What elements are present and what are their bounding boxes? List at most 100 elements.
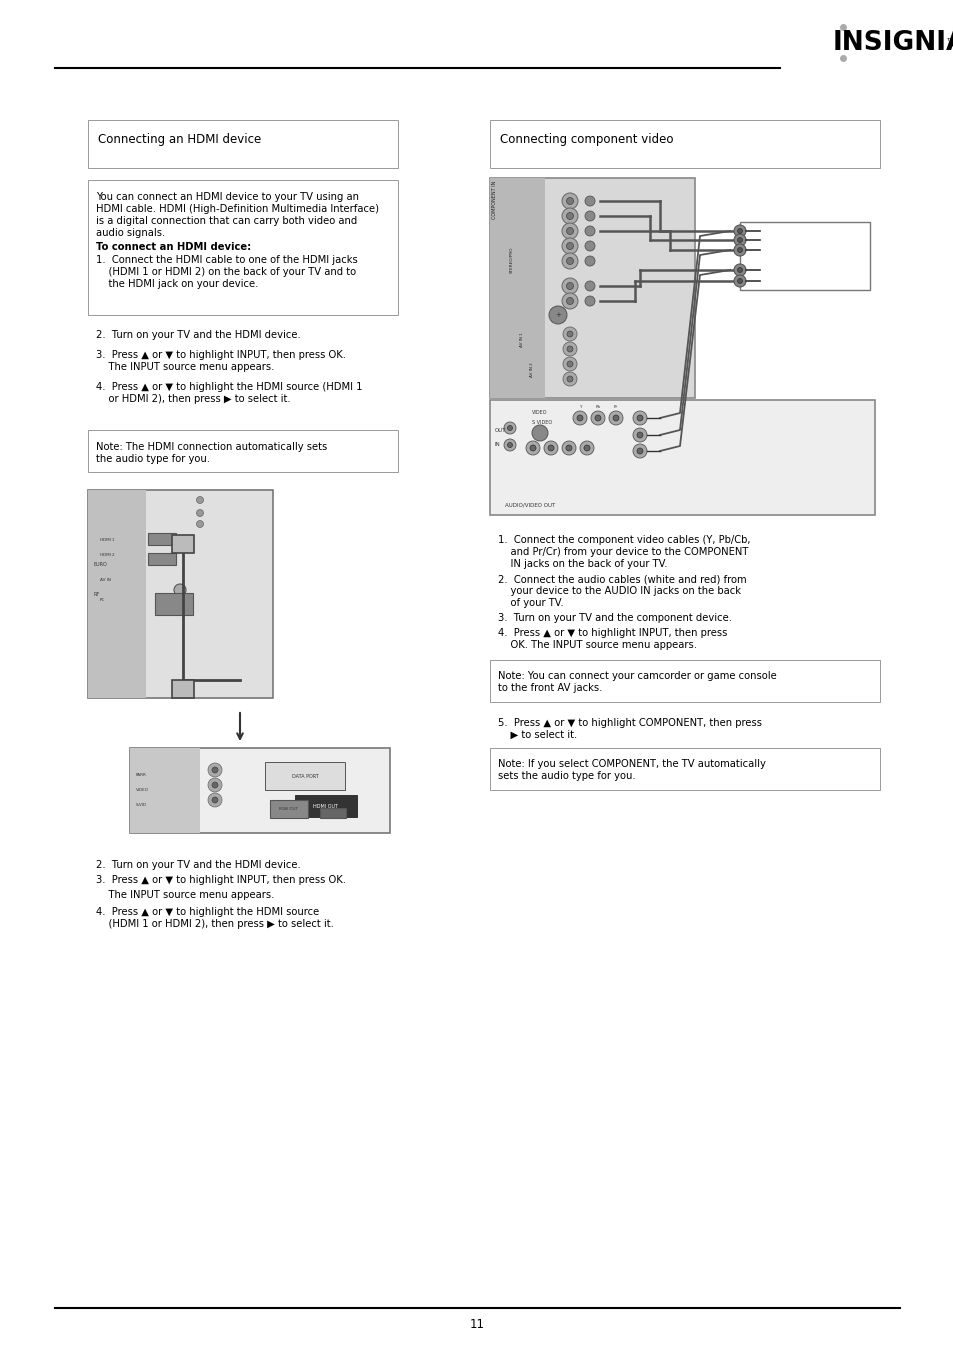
Circle shape: [637, 449, 642, 454]
Circle shape: [566, 361, 573, 367]
Text: (HDMI 1 or HDMI 2) on the back of your TV and to: (HDMI 1 or HDMI 2) on the back of your T…: [96, 267, 355, 277]
Text: and Pr/Cr) from your device to the COMPONENT: and Pr/Cr) from your device to the COMPO…: [497, 547, 747, 557]
Bar: [319, 808, 346, 817]
Text: 4.  Press ▲ or ▼ to highlight the HDMI source (HDMI 1: 4. Press ▲ or ▼ to highlight the HDMI so…: [96, 382, 362, 392]
Bar: [490, 120, 879, 168]
Text: Note: The HDMI connection automatically sets: Note: The HDMI connection automatically …: [96, 442, 327, 453]
Circle shape: [566, 197, 573, 204]
Circle shape: [208, 793, 222, 807]
Circle shape: [633, 411, 646, 426]
Circle shape: [566, 346, 573, 353]
Text: ™: ™: [945, 36, 953, 46]
Circle shape: [212, 797, 218, 802]
Bar: [270, 800, 308, 817]
Circle shape: [579, 440, 594, 455]
Circle shape: [566, 212, 573, 219]
Text: Connecting component video: Connecting component video: [499, 132, 673, 146]
Bar: [148, 553, 175, 565]
Circle shape: [608, 411, 622, 426]
Bar: [490, 400, 874, 515]
Text: sets the audio type for you.: sets the audio type for you.: [497, 771, 635, 781]
Text: 3.  Turn on your TV and the component device.: 3. Turn on your TV and the component dev…: [497, 613, 731, 623]
Circle shape: [503, 422, 516, 434]
Text: IN jacks on the back of your TV.: IN jacks on the back of your TV.: [497, 559, 667, 569]
Text: Pr: Pr: [614, 405, 618, 409]
Circle shape: [566, 227, 573, 235]
Bar: [490, 178, 695, 399]
Text: VIDEO: VIDEO: [136, 788, 149, 792]
Circle shape: [737, 238, 741, 242]
Circle shape: [566, 297, 573, 304]
Circle shape: [737, 267, 741, 273]
Circle shape: [637, 415, 642, 422]
Circle shape: [584, 196, 595, 205]
Text: is a digital connection that can carry both video and: is a digital connection that can carry b…: [96, 216, 356, 226]
Bar: [88, 490, 273, 698]
Text: Note: You can connect your camcorder or game console: Note: You can connect your camcorder or …: [497, 671, 776, 681]
Text: OUT: OUT: [495, 427, 506, 432]
Circle shape: [566, 376, 573, 382]
Circle shape: [503, 439, 516, 451]
Text: RGB OUT: RGB OUT: [279, 807, 298, 811]
Text: the HDMI jack on your device.: the HDMI jack on your device.: [96, 280, 258, 289]
Circle shape: [566, 282, 573, 289]
Text: EURO: EURO: [94, 562, 108, 567]
Circle shape: [595, 415, 600, 422]
Text: 1.  Connect the HDMI cable to one of the HDMI jacks: 1. Connect the HDMI cable to one of the …: [96, 255, 357, 265]
Text: AV IN: AV IN: [100, 578, 111, 582]
Text: to the front AV jacks.: to the front AV jacks.: [497, 684, 601, 693]
Text: 2.  Turn on your TV and the HDMI device.: 2. Turn on your TV and the HDMI device.: [96, 861, 300, 870]
Circle shape: [733, 276, 745, 286]
Circle shape: [733, 263, 745, 276]
Bar: [490, 178, 544, 399]
Circle shape: [633, 428, 646, 442]
Text: 1.  Connect the component video cables (Y, Pb/Cb,: 1. Connect the component video cables (Y…: [497, 535, 750, 544]
Bar: [490, 661, 879, 703]
Circle shape: [196, 520, 203, 527]
Bar: [130, 748, 390, 834]
Bar: [148, 534, 175, 544]
Circle shape: [562, 372, 577, 386]
Circle shape: [737, 228, 741, 234]
Text: 2.  Connect the audio cables (white and red) from: 2. Connect the audio cables (white and r…: [497, 574, 746, 584]
Text: OK. The INPUT source menu appears.: OK. The INPUT source menu appears.: [497, 640, 697, 650]
Text: 2.  Turn on your TV and the HDMI device.: 2. Turn on your TV and the HDMI device.: [96, 330, 300, 340]
Circle shape: [561, 293, 578, 309]
Text: the audio type for you.: the audio type for you.: [96, 454, 210, 463]
Circle shape: [507, 443, 512, 447]
Bar: [740, 222, 869, 290]
Text: 3.  Press ▲ or ▼ to highlight INPUT, then press OK.: 3. Press ▲ or ▼ to highlight INPUT, then…: [96, 875, 346, 885]
Circle shape: [733, 245, 745, 255]
Circle shape: [208, 763, 222, 777]
Circle shape: [633, 444, 646, 458]
Text: STEREO/PRO: STEREO/PRO: [510, 247, 514, 273]
Bar: [172, 535, 193, 553]
Circle shape: [562, 357, 577, 372]
Bar: [88, 120, 397, 168]
Text: AV IN 1: AV IN 1: [519, 332, 523, 347]
Circle shape: [737, 278, 741, 284]
Text: DATA PORT: DATA PORT: [292, 774, 318, 778]
Circle shape: [590, 411, 604, 426]
Text: S-VID: S-VID: [136, 802, 147, 807]
Circle shape: [562, 327, 577, 340]
Circle shape: [566, 258, 573, 265]
Text: 4.  Press ▲ or ▼ to highlight INPUT, then press: 4. Press ▲ or ▼ to highlight INPUT, then…: [497, 628, 726, 638]
Circle shape: [532, 426, 547, 440]
Text: HDMI 2: HDMI 2: [100, 553, 114, 557]
Text: INSIGNIA: INSIGNIA: [832, 30, 953, 55]
Circle shape: [212, 767, 218, 773]
Text: RF: RF: [94, 592, 100, 597]
Text: of your TV.: of your TV.: [497, 598, 563, 608]
Circle shape: [561, 223, 578, 239]
Circle shape: [548, 305, 566, 324]
Circle shape: [525, 440, 539, 455]
Circle shape: [573, 411, 586, 426]
Text: HDMI 1: HDMI 1: [100, 538, 114, 542]
Text: The INPUT source menu appears.: The INPUT source menu appears.: [96, 362, 274, 372]
Circle shape: [208, 778, 222, 792]
Text: (HDMI 1 or HDMI 2), then press ▶ to select it.: (HDMI 1 or HDMI 2), then press ▶ to sele…: [96, 919, 334, 929]
Text: You can connect an HDMI device to your TV using an: You can connect an HDMI device to your T…: [96, 192, 358, 203]
Text: AV IN 2: AV IN 2: [530, 362, 534, 377]
Text: AUDIO/VIDEO OUT: AUDIO/VIDEO OUT: [504, 503, 555, 508]
